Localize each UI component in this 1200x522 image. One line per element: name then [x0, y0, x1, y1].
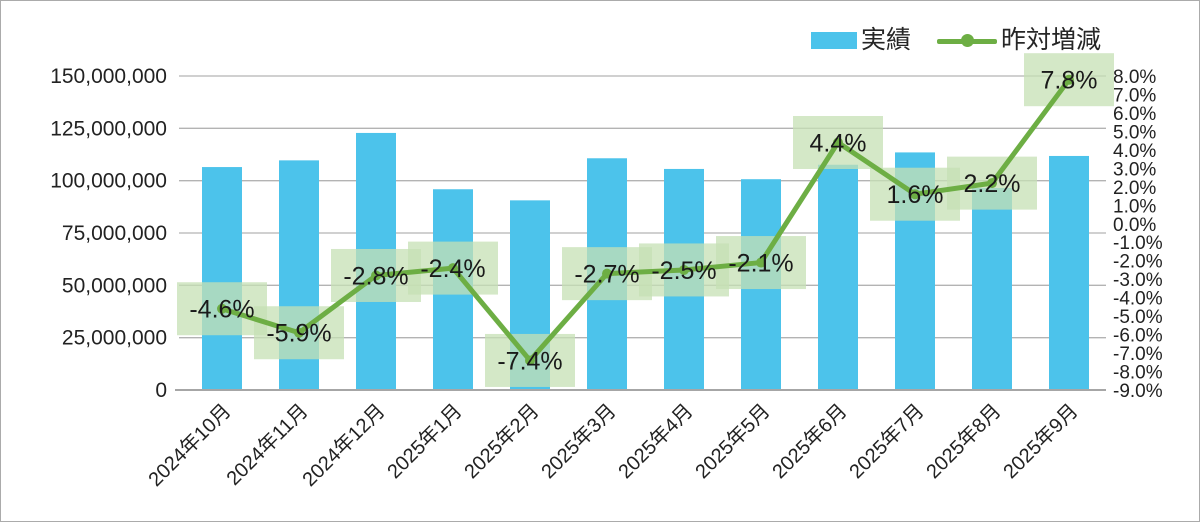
right-axis-tick-label: 4.0%: [1113, 141, 1156, 162]
right-axis-tick-label: 5.0%: [1113, 122, 1156, 143]
left-axis-ticks: 150,000,000 125,000,000 100,000,000 75,000,…: [50, 65, 167, 402]
legend-label-bar-series: 実績: [861, 26, 912, 54]
right-axis-tick-label: 0.0%: [1113, 215, 1156, 236]
trend-markers: [217, 74, 1074, 366]
left-axis-tick-label: 100,000,000: [50, 170, 167, 193]
legend-item-line-series[interactable]: 昨対増減: [937, 28, 1101, 53]
left-axis-tick-label: 125,000,000: [50, 117, 167, 140]
x-axis-labels: 2024年10月2024年11月2024年12月2025年1月2025年2月20…: [144, 399, 1083, 491]
data-label: -5.9%: [266, 320, 331, 348]
trend-line[interactable]: [219, 77, 1072, 363]
right-axis-tick-label: 7.0%: [1113, 85, 1156, 106]
data-labels: -4.6% -5.9% -2.8% -2.4% -7.4% -2.7% -2.5% -2.1%…: [189, 67, 1097, 376]
x-axis-label: 2025年5月: [691, 399, 775, 483]
right-axis-tick-label: -7.0%: [1113, 344, 1163, 365]
legend-item-bar-series[interactable]: 実績: [811, 28, 911, 53]
right-axis-ticks: 8.0%7.0%6.0%5.0%4.0%3.0%2.0%1.0%0.0%-1.0…: [1113, 67, 1163, 402]
bar[interactable]: [1049, 155, 1089, 390]
trend-point[interactable]: [371, 270, 381, 281]
right-axis-tick-label: 3.0%: [1113, 159, 1156, 180]
trend-point[interactable]: [679, 264, 689, 275]
bar[interactable]: [818, 164, 858, 390]
right-axis-tick-label: 2.0%: [1113, 178, 1156, 199]
right-axis-tick-label: -6.0%: [1113, 326, 1163, 347]
x-axis-label: 2025年3月: [537, 399, 621, 483]
x-axis-label: 2025年8月: [922, 399, 1006, 483]
data-label: -2.7%: [574, 261, 639, 289]
right-axis-tick-label: -2.0%: [1113, 252, 1163, 273]
bar-series-swatch-icon: [811, 32, 857, 49]
data-label: 7.8%: [1041, 67, 1098, 95]
bar[interactable]: [202, 167, 242, 390]
left-axis-tick-label: 25,000,000: [62, 327, 167, 350]
left-axis-tick-label: 0: [155, 379, 167, 402]
data-label: 2.2%: [964, 170, 1021, 198]
data-label: -7.4%: [497, 347, 562, 375]
data-label: 1.6%: [887, 181, 944, 209]
right-axis-tick-label: -8.0%: [1113, 363, 1163, 384]
right-axis-tick-label: -9.0%: [1113, 381, 1163, 402]
data-label: -2.8%: [343, 262, 408, 290]
trend-point[interactable]: [217, 303, 227, 314]
x-axis-label: 2025年9月: [999, 399, 1083, 483]
data-label: -2.5%: [651, 257, 716, 285]
bar[interactable]: [972, 187, 1012, 390]
x-axis-label: 2024年10月: [144, 399, 236, 491]
left-axis-tick-label: 150,000,000: [50, 65, 167, 88]
trend-point[interactable]: [294, 327, 304, 338]
right-axis-tick-label: 8.0%: [1113, 67, 1156, 88]
left-axis-tick-label: 50,000,000: [62, 274, 167, 297]
trend-point[interactable]: [448, 263, 458, 274]
x-axis-label: 2024年12月: [298, 399, 390, 491]
x-axis-label: 2025年1月: [383, 399, 467, 483]
trend-point[interactable]: [910, 189, 920, 200]
x-axis-label: 2025年2月: [460, 399, 544, 483]
trend-point[interactable]: [833, 137, 843, 148]
right-axis-tick-label: 6.0%: [1113, 104, 1156, 125]
data-label: 4.4%: [810, 129, 867, 157]
data-label: -2.1%: [728, 250, 793, 278]
right-axis-tick-label: -4.0%: [1113, 289, 1163, 310]
right-axis-tick-label: 1.0%: [1113, 196, 1156, 217]
x-axis-label: 2025年4月: [614, 399, 698, 483]
x-axis-label: 2025年7月: [845, 399, 929, 483]
left-axis-tick-label: 75,000,000: [62, 222, 167, 245]
trend-point[interactable]: [1064, 74, 1074, 85]
right-axis-tick-label: -5.0%: [1113, 307, 1163, 328]
trend-point[interactable]: [602, 268, 612, 279]
legend: 実績 昨対増減: [811, 28, 1101, 53]
trend-point[interactable]: [756, 257, 766, 268]
data-label: -2.4%: [420, 255, 485, 283]
data-label: -4.6%: [189, 296, 254, 324]
trend-point[interactable]: [525, 355, 535, 366]
line-series-swatch-icon: [937, 32, 998, 49]
legend-label-line-series: 昨対増減: [1001, 26, 1102, 54]
right-axis-tick-label: -3.0%: [1113, 270, 1163, 291]
right-axis-tick-label: -1.0%: [1113, 233, 1163, 254]
x-axis-label: 2025年6月: [768, 399, 852, 483]
trend-point[interactable]: [987, 178, 997, 189]
